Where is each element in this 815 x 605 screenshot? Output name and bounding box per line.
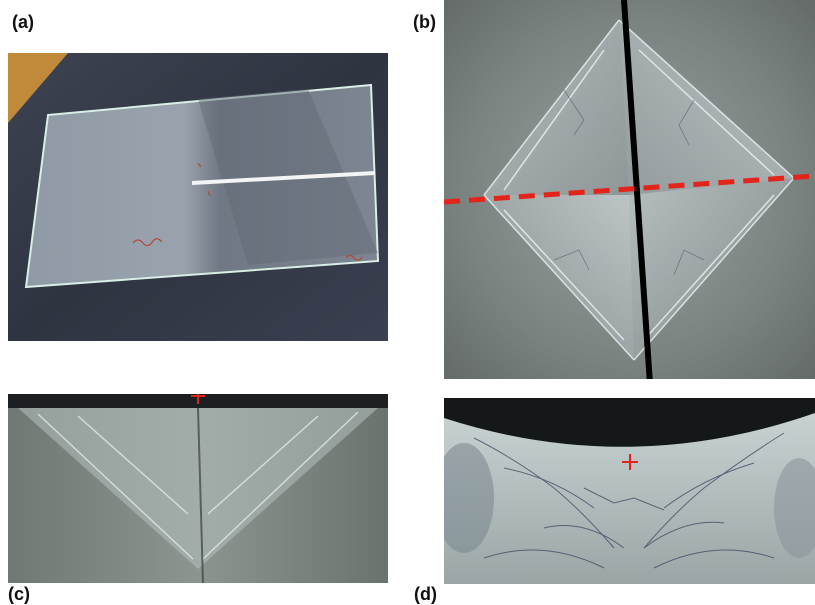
panel-label-c: (c): [8, 584, 30, 604]
panel-label-b: (b): [413, 12, 436, 32]
panel-label-d: (d): [414, 584, 437, 604]
panel-c-indentation-cross-section: [8, 394, 388, 583]
panel-b-indentation-top-view: [444, 0, 815, 379]
panel-label-a: (a): [12, 12, 34, 32]
panel-d-indentation-cross-section-cracks: [444, 398, 815, 584]
panel-a-glass-slide-photo: [8, 53, 388, 341]
